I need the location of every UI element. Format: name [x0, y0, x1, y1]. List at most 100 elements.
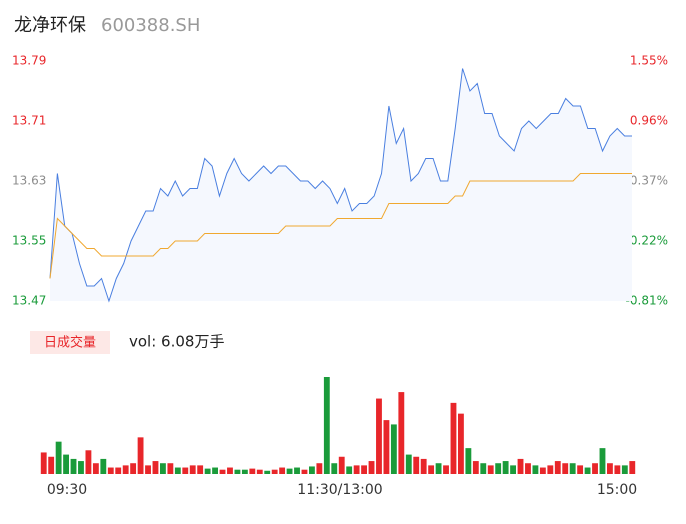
- y-tick-label: 13.79: [12, 54, 46, 68]
- volume-bar: [428, 465, 435, 474]
- volume-summary: vol: 6.08万手: [129, 333, 224, 351]
- volume-bar: [629, 461, 636, 474]
- y2-tick-label: 1.55%: [630, 54, 668, 68]
- average-line: [49, 173, 632, 279]
- volume-bar: [480, 463, 487, 474]
- volume-bar: [413, 456, 420, 474]
- volume-bar: [517, 458, 524, 474]
- volume-bar: [63, 454, 69, 474]
- volume-bar: [599, 448, 606, 474]
- volume-bar: [592, 463, 598, 474]
- volume-bar: [152, 461, 159, 474]
- volume-bar: [458, 413, 464, 474]
- volume-bar: [390, 424, 397, 474]
- volume-bar: [532, 465, 539, 474]
- volume-bar: [353, 465, 360, 474]
- y2-tick-label: -0.81%: [626, 294, 668, 308]
- volume-bar: [286, 468, 293, 474]
- volume-bar: [383, 420, 390, 474]
- price-area: [50, 68, 632, 301]
- volume-bar: [525, 463, 531, 474]
- stock-code: 600388.SH: [101, 15, 200, 36]
- y2-tick-label: -0.22%: [626, 234, 668, 248]
- volume-bar: [249, 468, 256, 474]
- volume-bar: [234, 469, 241, 474]
- volume-bar: [78, 461, 84, 474]
- volume-bar: [160, 463, 166, 474]
- volume-bar: [547, 465, 554, 474]
- volume-bar: [174, 467, 181, 474]
- volume-bar: [204, 468, 211, 474]
- volume-bar: [398, 392, 405, 474]
- volume-bar: [301, 469, 308, 474]
- volume-bar: [569, 463, 576, 474]
- volume-bar: [621, 465, 628, 474]
- volume-bar: [368, 461, 375, 474]
- volume-bar: [338, 456, 345, 474]
- volume-bar: [227, 467, 233, 474]
- volume-bar: [92, 463, 99, 474]
- y-tick-label: 13.55: [12, 234, 46, 248]
- volume-bar: [55, 441, 62, 474]
- volume-bar: [584, 467, 591, 474]
- volume-bar: [450, 402, 457, 474]
- volume-bar: [212, 467, 218, 474]
- volume-bar: [539, 467, 546, 474]
- volume-bar: [614, 465, 621, 474]
- x-tick-label: 15:00: [597, 482, 637, 498]
- volume-bar: [115, 467, 122, 474]
- volume-bar: [510, 465, 516, 474]
- volume-bar: [562, 463, 569, 474]
- volume-bar: [465, 448, 472, 474]
- volume-bar: [40, 452, 47, 474]
- volume-bar: [577, 465, 584, 474]
- volume-bar: [241, 469, 248, 474]
- volume-bar: [145, 465, 151, 474]
- y2-tick-label: 0.37%: [630, 174, 668, 188]
- volume-bar: [182, 467, 189, 474]
- volume-bar: [279, 467, 286, 474]
- price-line: [49, 68, 632, 303]
- volume-bar: [331, 463, 338, 474]
- volume-bar: [435, 463, 442, 474]
- volume-bar: [361, 465, 367, 474]
- y2-tick-label: 0.96%: [630, 114, 668, 128]
- x-tick-label: 09:30: [47, 482, 87, 498]
- volume-bar: [316, 463, 323, 474]
- volume-bar: [137, 437, 144, 474]
- volume-bar: [376, 398, 382, 474]
- y-tick-label: 13.63: [12, 174, 46, 188]
- volume-bar: [130, 463, 137, 474]
- volume-bar: [309, 466, 315, 474]
- volume-bar: [197, 465, 204, 474]
- volume-bar: [323, 377, 330, 474]
- volume-bar: [256, 469, 263, 474]
- volume-bar: [487, 465, 494, 474]
- y-tick-label: 13.47: [12, 294, 46, 308]
- volume-bar: [48, 456, 55, 474]
- stock-name: 龙净环保: [14, 15, 86, 36]
- volume-bar: [107, 467, 114, 474]
- volume-bar: [495, 463, 502, 474]
- volume-bar: [85, 450, 92, 474]
- volume-bar: [472, 461, 479, 474]
- volume-bar: [70, 458, 77, 474]
- volume-bar: [294, 467, 300, 474]
- volume-bar: [100, 458, 107, 474]
- volume-bar: [405, 454, 412, 474]
- volume-bar: [502, 461, 509, 474]
- volume-bar: [443, 465, 449, 474]
- x-tick-label: 11:30/13:00: [297, 482, 382, 498]
- volume-bar: [420, 458, 427, 474]
- volume-bar: [346, 466, 353, 474]
- volume-bar: [271, 469, 278, 474]
- volume-bar: [122, 465, 129, 474]
- volume-bar: [607, 463, 613, 474]
- volume-bar: [189, 465, 196, 474]
- volume-bar: [554, 461, 561, 474]
- volume-label: 日成交量: [44, 335, 96, 351]
- y-tick-label: 13.71: [12, 114, 46, 128]
- volume-bar: [219, 469, 226, 474]
- legend-badge: [30, 331, 110, 354]
